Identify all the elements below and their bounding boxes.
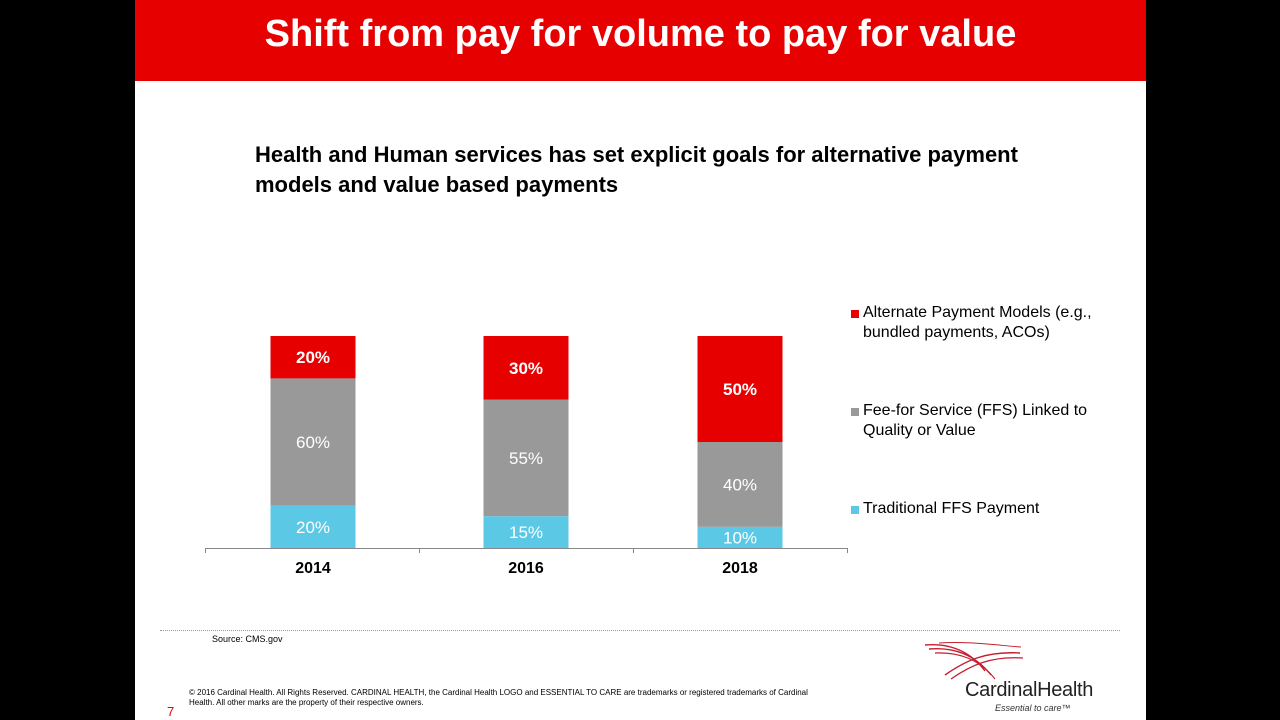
data-label: 30% [509,359,543,378]
bar-segment [270,336,356,379]
title-bar: Shift from pay for volume to pay for val… [135,0,1146,81]
legend-swatch [851,310,859,318]
slide-subtitle: Health and Human services has set explic… [255,142,1018,197]
slide-title: Shift from pay for volume to pay for val… [264,13,1017,55]
legend-label: Fee-for Service (FFS) Linked to Quality … [863,402,1088,439]
data-label: 60% [296,433,330,452]
bar-segment [270,505,356,548]
legend-swatch [851,506,859,514]
logo-wordmark: CardinalHealth [965,679,1094,701]
legend-label: Traditional FFS Payment [863,500,1040,517]
footer-divider [160,630,1120,631]
stacked-bar-chart: 20% 60% 20% 2014 15% 55% 30% 2016 10% 40% 50% 2018 [205,336,848,577]
bar-segment [697,442,783,527]
legend-label: Alternate Payment Models (e.g., bundled … [863,304,1092,341]
x-tick-label: 2014 [295,560,331,577]
x-tick-label: 2016 [508,560,544,577]
bar-segment [483,336,569,400]
data-label: 10% [723,528,757,547]
data-label: 20% [296,518,330,537]
slide: Shift from pay for volume to pay for val… [135,0,1146,720]
data-label: 40% [723,475,757,494]
data-label: 20% [296,348,330,367]
bar-segment [697,526,783,548]
logo-tagline: Essential to care™ [995,703,1071,713]
copyright-notice: © 2016 Cardinal Health. All Rights Reser… [189,688,808,707]
data-label: 15% [509,523,543,542]
bar-segment [483,516,569,548]
legend-swatch [851,408,859,416]
page-number: 7 [167,704,175,719]
data-label: 50% [723,380,757,399]
bar-segment [270,378,356,506]
source-note: Source: CMS.gov [212,634,283,644]
x-tick-label: 2018 [722,560,758,577]
data-label: 55% [509,449,543,468]
bar-segment [483,399,569,517]
cardinal-health-logo: CardinalHealth Essential to care™ [925,641,1105,717]
cardinal-swoosh-icon [925,641,1024,680]
bar-segment [697,336,783,442]
